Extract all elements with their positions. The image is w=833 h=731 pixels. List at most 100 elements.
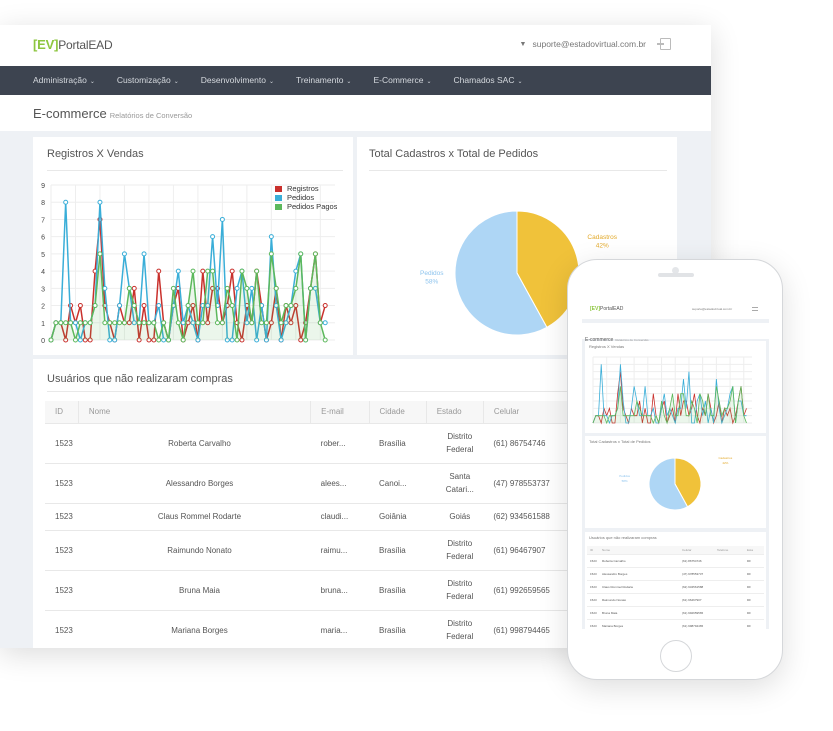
data-point: [121, 320, 127, 326]
data-point: [293, 268, 299, 274]
table-cell: raimu...: [310, 529, 370, 570]
table-cell: Alessandro Borges: [78, 462, 311, 503]
column-header[interactable]: Celular: [483, 401, 577, 423]
nav-item-label: Administração: [33, 75, 87, 85]
data-point: [278, 337, 284, 343]
chart1-title: Registros X Vendas: [47, 148, 144, 160]
mobile-chart1-title: Registros X Vendas: [589, 344, 625, 349]
table-row[interactable]: 1523 Bruna Maia bruna... Brasília Distrito F…: [45, 569, 665, 610]
nav-item-2[interactable]: Desenvolvimento ⌄: [201, 66, 274, 95]
data-point: [170, 285, 176, 291]
data-point: [156, 337, 162, 343]
mobile-chart2-card: Total Cadastros x Total de Pedidos Cadas…: [585, 436, 766, 528]
legend-swatch: [275, 195, 282, 201]
table-cell: Goiânia: [369, 502, 427, 530]
pie-percent: 58%: [425, 278, 438, 285]
table-cell: Distrito Federal: [426, 569, 484, 610]
logo-name: PortalEAD: [58, 38, 113, 52]
table-cell: alees...: [310, 462, 370, 503]
mobile-table-row[interactable]: 1523 Roberta Carvalho (61) 86754746 DF: [587, 554, 764, 567]
table-cell: 1523: [45, 609, 79, 648]
data-point: [136, 337, 142, 343]
mobile-table-row[interactable]: 1523 Claus Rommel Rodarte (62) 934561588 DF: [587, 580, 764, 593]
portal-logo[interactable]: [EV]PortalEAD: [33, 37, 113, 53]
nav-item-4[interactable]: E-Commerce ⌄: [373, 66, 431, 95]
home-button[interactable]: [660, 640, 692, 672]
column-header[interactable]: E-mail: [310, 401, 370, 423]
table-cell: bruna...: [310, 569, 370, 610]
data-point: [278, 320, 284, 326]
table-cell: Bruna Maia: [78, 569, 311, 610]
nav-item-3[interactable]: Treinamento ⌄: [296, 66, 351, 95]
series-line-0: [592, 371, 747, 425]
chevron-down-icon: ⌄: [268, 79, 275, 85]
data-point: [77, 320, 83, 326]
data-point: [224, 285, 230, 291]
pie-label: Cadastros: [587, 234, 617, 241]
y-tick-label: 0: [41, 338, 45, 345]
mobile-menu-icon[interactable]: [752, 307, 758, 311]
table-cell: 1523: [45, 529, 79, 570]
nav-item-1[interactable]: Customização ⌄: [117, 66, 179, 95]
table-row[interactable]: 1523 Mariana Borges maria... Brasília Distri…: [45, 609, 665, 648]
table-cell: Distrito Federal: [426, 422, 484, 463]
data-point: [298, 337, 304, 343]
mobile-table-row[interactable]: 1523 Alessandro Borges (47) 978553737 DF: [587, 567, 764, 580]
data-point: [131, 303, 137, 309]
data-point: [175, 320, 181, 326]
pie-label: Pedidos: [619, 474, 630, 478]
user-email: suporte@estadovirtual.com.br: [532, 39, 646, 49]
data-point: [249, 320, 255, 326]
table-cell: 1523: [45, 462, 79, 503]
data-point: [63, 337, 69, 343]
logout-icon[interactable]: [657, 38, 671, 50]
mobile-page-subtitle: Relatórios de Conversão: [615, 338, 649, 342]
column-header[interactable]: Nome: [78, 401, 312, 423]
data-point: [239, 337, 245, 343]
table-cell: Distrito Federal: [426, 609, 484, 648]
data-point: [53, 320, 59, 326]
data-point: [92, 303, 98, 309]
table-cell: Mariana Borges: [78, 609, 311, 648]
mobile-table-row[interactable]: 1523 Mariana Borges (61) 998794465 DF: [587, 619, 764, 629]
pie-slice-cadastros: [674, 457, 702, 508]
data-point: [283, 320, 289, 326]
nav-item-5[interactable]: Chamados SAC ⌄: [454, 66, 523, 95]
data-point: [200, 268, 206, 274]
main-nav: Administração ⌄ Customização ⌄ Desenvolvimen…: [0, 66, 711, 95]
data-point: [87, 337, 93, 343]
logo-mark: [EV]: [33, 37, 59, 52]
mobile-table-row[interactable]: 1523 Raimundo Nonato (61) 96467907 DF: [587, 593, 764, 606]
data-point: [185, 303, 191, 309]
column-header[interactable]: ID: [45, 401, 79, 423]
y-tick-label: 1: [41, 321, 45, 328]
data-point: [102, 285, 108, 291]
data-point: [136, 320, 142, 326]
column-header[interactable]: Estado: [426, 401, 484, 423]
pie-slice-cadastros: [516, 210, 580, 329]
table-row[interactable]: 1523 Alessandro Borges alees... Canoi... San…: [45, 462, 665, 503]
data-point: [63, 199, 69, 205]
table-cell: Raimundo Nonato: [78, 529, 311, 570]
data-point: [229, 268, 235, 274]
table-cell: Distrito Federal: [426, 529, 484, 570]
y-tick-label: 4: [41, 269, 45, 276]
mobile-table-row[interactable]: 1523 Bruna Maia (61) 992659565 DF: [587, 606, 764, 619]
nav-item-0[interactable]: Administração ⌄: [33, 66, 95, 95]
data-point: [102, 320, 108, 326]
data-point: [77, 337, 83, 343]
phone-camera: [672, 267, 679, 274]
data-point: [97, 199, 103, 205]
mobile-user-email[interactable]: suporte@estadovirtual.com.br: [692, 307, 733, 311]
data-point: [156, 303, 162, 309]
nav-item-label: Treinamento: [296, 75, 344, 85]
user-menu[interactable]: ▼ suporte@estadovirtual.com.br: [520, 38, 671, 50]
column-header[interactable]: Cidade: [369, 401, 427, 423]
pie-label: Cadastros: [719, 456, 733, 460]
mobile-table-card: Usuários que não realizaram compras ID No…: [585, 532, 766, 629]
mobile-logo[interactable]: [EV]PortalEAD: [590, 306, 624, 312]
mobile-table-title: Usuários que não realizaram compras: [589, 535, 657, 540]
pie-percent: 42%: [722, 461, 728, 465]
table-title: Usuários que não realizaram compras: [47, 373, 233, 385]
data-point: [298, 251, 304, 257]
